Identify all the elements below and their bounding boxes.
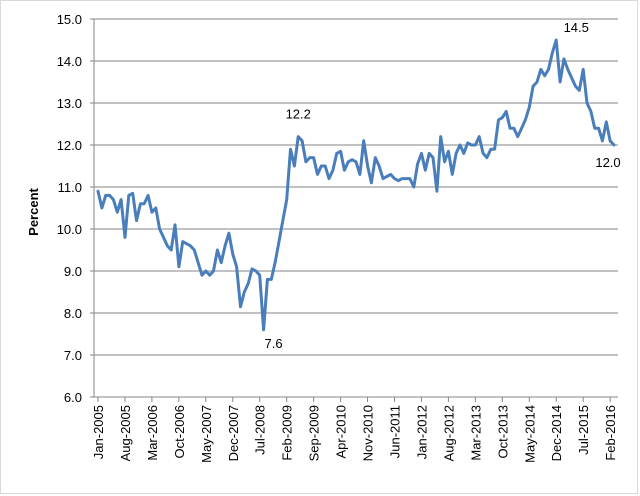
y-tick-label: 6.0 [64,390,82,405]
data-label: 14.5 [564,20,589,35]
x-tick-label: May-2007 [199,405,214,463]
x-tick-label: Oct-2013 [495,405,510,458]
x-axis-ticks: Jan-2005 Aug-2005 Mar-2006 Oct-2006 May-2007… [91,397,618,463]
x-tick-label: Jan-2012 [414,405,429,459]
x-tick-label: Jun-2011 [388,405,403,458]
x-tick-label: Dec-2014 [549,405,564,461]
y-tick-label: 14.0 [57,54,82,69]
x-tick-label: Feb-2009 [280,405,295,461]
x-tick-label: Jul-2008 [253,405,268,455]
y-tick-label: 8.0 [64,306,82,321]
series-line [96,38,616,332]
x-tick-label: Apr-2010 [334,405,349,458]
y-axis-ticks: 6.0 7.0 8.0 9.0 10.0 11.0 12.0 13.0 14.0 15.0 [57,12,94,405]
y-tick-label: 13.0 [57,96,82,111]
y-tick-label: 15.0 [57,12,82,27]
x-tick-label: Mar-2006 [145,405,160,461]
data-label: 7.6 [265,336,283,351]
data-labels: 12.2 7.6 14.5 12.0 [265,20,621,351]
y-tick-label: 10.0 [57,222,82,237]
x-tick-label: Mar-2013 [468,405,483,461]
y-tick-label: 11.0 [58,180,82,195]
data-label: 12.2 [286,107,311,122]
y-tick-label: 7.0 [64,348,82,363]
y-tick-label: 9.0 [64,264,82,279]
x-tick-label: Nov-2010 [361,405,376,461]
x-tick-label: Jul-2015 [576,405,591,455]
data-label: 12.0 [595,155,620,170]
y-axis-title: Percent [26,187,41,235]
x-tick-label: Aug-2005 [118,405,133,461]
x-tick-label: Sep-2009 [307,405,322,461]
x-tick-label: Aug-2012 [441,405,456,461]
x-tick-label: Feb-2016 [603,405,618,461]
x-tick-label: Oct-2006 [172,405,187,458]
y-tick-label: 12.0 [57,138,82,153]
x-tick-label: Dec-2007 [226,405,241,461]
x-tick-label: Jan-2005 [91,405,106,459]
x-tick-label: May-2014 [522,405,537,463]
